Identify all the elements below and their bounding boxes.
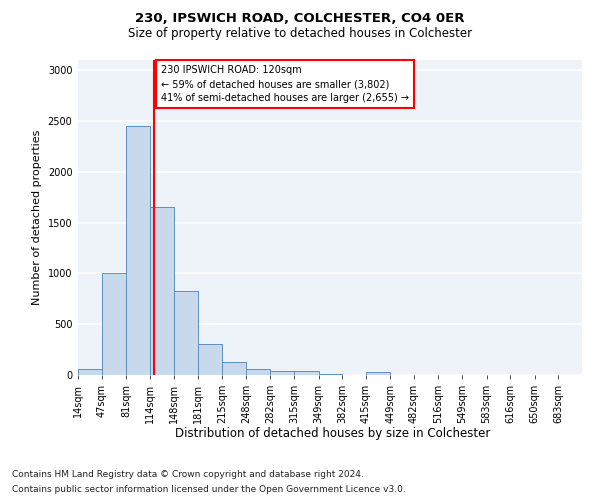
Bar (319, 374, 342, 375)
Text: 230 IPSWICH ROAD: 120sqm
← 59% of detached houses are smaller (3,802)
41% of sem: 230 IPSWICH ROAD: 120sqm ← 59% of detach… (161, 65, 409, 103)
Bar (223, 362, 246, 375)
Text: Distribution of detached houses by size in Colchester: Distribution of detached houses by size … (175, 428, 491, 440)
Bar (366, 372, 391, 375)
Bar (246, 370, 271, 375)
Y-axis label: Number of detached properties: Number of detached properties (32, 130, 42, 305)
Bar (78, 369, 101, 375)
Text: Contains HM Land Registry data © Crown copyright and database right 2024.: Contains HM Land Registry data © Crown c… (12, 470, 364, 479)
Text: 230, IPSWICH ROAD, COLCHESTER, CO4 0ER: 230, IPSWICH ROAD, COLCHESTER, CO4 0ER (135, 12, 465, 26)
Bar (101, 274, 126, 375)
Bar (271, 371, 294, 375)
Bar (174, 290, 198, 375)
Text: Size of property relative to detached houses in Colchester: Size of property relative to detached ho… (128, 28, 472, 40)
Text: Contains public sector information licensed under the Open Government Licence v3: Contains public sector information licen… (12, 485, 406, 494)
Bar (150, 208, 174, 375)
Bar (126, 126, 150, 375)
Bar (198, 344, 223, 375)
Bar (294, 372, 319, 375)
